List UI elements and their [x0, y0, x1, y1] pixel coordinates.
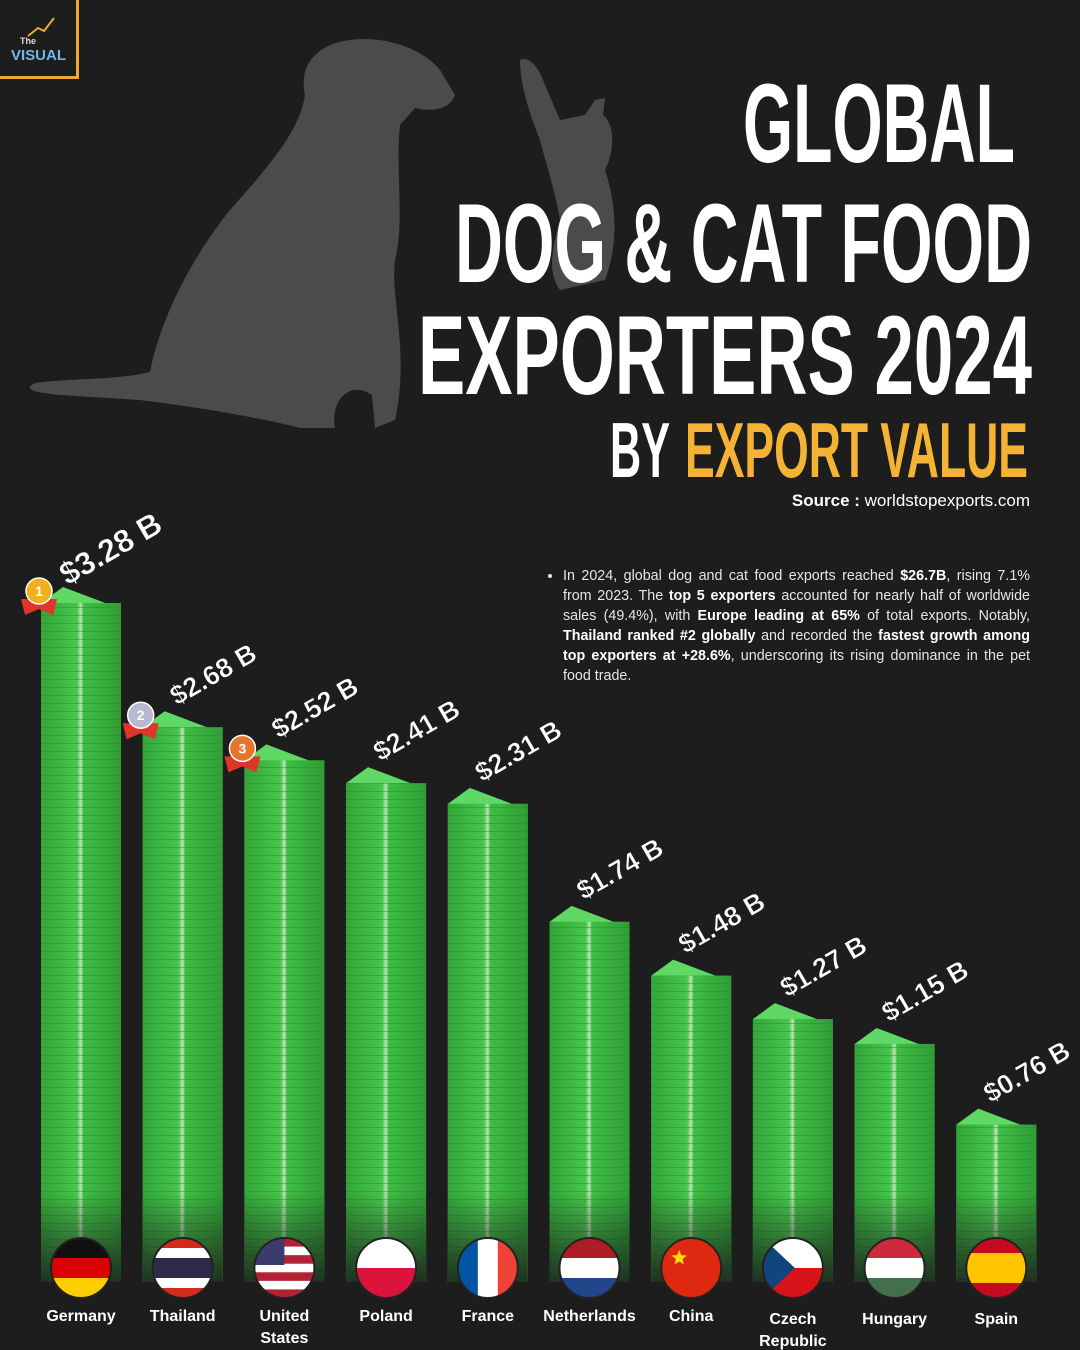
note: In 2024, global dog and cat food exports…: [545, 566, 1030, 686]
x-tick-label: United States: [259, 1308, 310, 1347]
flag-stripe: [152, 1238, 213, 1249]
x-tick-label: France: [461, 1308, 515, 1325]
flag-stripe: [864, 1258, 925, 1279]
subtitle-highlight: EXPORT VALUE: [685, 406, 1028, 494]
flag-stripe: [51, 1258, 111, 1279]
flag: [661, 1238, 722, 1298]
x-tick-label: China: [668, 1308, 714, 1325]
flag-ring: [558, 1237, 621, 1299]
note-segment: , rising 7.1% from 2023. The: [563, 568, 1031, 604]
logo-frame: [0, 0, 79, 79]
logo-arrow: [27, 17, 55, 37]
note-segment: of total exports. Notably,: [859, 608, 1031, 624]
flag: [51, 1238, 111, 1298]
flag: [152, 1238, 213, 1298]
dog-silhouette: [29, 39, 455, 428]
cat-silhouette: [520, 59, 615, 290]
value-label: $2.31 B: [470, 714, 567, 787]
medal-ribbon: [21, 599, 57, 616]
flag-stripe: [966, 1253, 1027, 1269]
flag-ring: [355, 1237, 418, 1299]
flag-ring: [761, 1237, 824, 1299]
bar-texture: [41, 603, 121, 1282]
note-segment: top 5 exporters: [668, 588, 776, 604]
flag-ring: [151, 1237, 214, 1299]
flag-ring: [660, 1237, 723, 1299]
logo-big: VISUAL: [11, 47, 66, 64]
note-segment: Thailand ranked #2 globally: [563, 628, 756, 644]
flag-stripe: [254, 1272, 315, 1282]
flag-stripe: [559, 1238, 620, 1259]
flag-star: [671, 1250, 687, 1265]
medal: [228, 734, 257, 763]
flag-triangle: [762, 1238, 795, 1298]
medal-ribbon: [122, 723, 159, 740]
flag-stripe: [152, 1288, 213, 1298]
source-text: worldstopexports.com: [864, 491, 1030, 510]
flag-stripe: [457, 1238, 479, 1298]
title-line: DOG & CAT FOOD: [455, 181, 1032, 306]
note-segment: $26.7B: [900, 568, 947, 584]
value-label: $2.41 B: [368, 694, 465, 767]
title-line: EXPORTERS 2024: [418, 293, 1032, 418]
flag-stripe: [254, 1280, 315, 1290]
flag-stripe: [356, 1268, 417, 1298]
note-segment: and recorded the: [755, 628, 879, 644]
x-tick-label: Hungary: [862, 1311, 928, 1328]
flag-stripe: [864, 1238, 925, 1259]
flag: [864, 1238, 925, 1298]
flag-stripe: [661, 1238, 722, 1298]
x-tick-label: Thailand: [149, 1308, 216, 1325]
flag-stripe: [254, 1263, 315, 1273]
logo-small: The: [20, 36, 36, 46]
flag-ring: [50, 1237, 112, 1299]
source-label: Source :: [791, 491, 860, 510]
flag-ring: [965, 1237, 1028, 1299]
medal-rank: 1: [35, 583, 43, 599]
flag-stripe: [51, 1238, 111, 1259]
title-line: GLOBAL: [743, 61, 1015, 186]
note-segment: fastest growth among top exporters at +2…: [563, 628, 1030, 664]
flag-ring: [456, 1237, 519, 1299]
value-label: $2.68 B: [165, 638, 262, 711]
value-label: $2.52 B: [266, 671, 363, 744]
flag-stripe: [477, 1238, 499, 1298]
x-tick-label: Spain: [974, 1311, 1019, 1328]
flag-ring: [253, 1237, 316, 1299]
flag-stripe: [966, 1268, 1027, 1284]
flag-stripe: [152, 1278, 213, 1289]
x-tick-label: Czech Republic: [759, 1311, 827, 1350]
flag-stripe: [152, 1268, 213, 1279]
source: Source : worldstopexports.com: [792, 491, 1030, 511]
note-segment: In 2024, global dog and cat food exports…: [563, 568, 901, 584]
subtitle-prefix: BY: [610, 406, 670, 494]
value-label: $1.27 B: [775, 930, 872, 1003]
value-label: $1.15 B: [877, 955, 974, 1028]
note-segment: , underscoring its rising dominance in t…: [563, 648, 1030, 684]
flag-stripe: [559, 1258, 620, 1279]
medal-rank: 2: [137, 707, 145, 723]
medal-rank: 3: [239, 740, 247, 756]
flag-ring: [863, 1237, 926, 1299]
medal-ribbon: [224, 756, 261, 773]
flag-stripe: [152, 1258, 213, 1269]
value-label: $0.76 B: [978, 1035, 1075, 1108]
bar-texture: [142, 727, 223, 1282]
x-tick-label: Poland: [359, 1308, 413, 1325]
medal: [25, 577, 53, 605]
note-segment: accounted for nearly half of worldwide s…: [563, 588, 1030, 624]
x-tick-label: Netherlands: [543, 1308, 636, 1325]
value-label: $1.74 B: [572, 832, 669, 905]
x-tick-label: Germany: [46, 1308, 116, 1325]
note-item: In 2024, global dog and cat food exports…: [563, 566, 1030, 686]
value-label: $1.48 B: [673, 886, 770, 959]
medal: [126, 701, 155, 729]
flag-stripe: [152, 1248, 213, 1259]
flag-stripe: [254, 1289, 315, 1298]
note-segment: Europe leading at 65%: [697, 608, 860, 624]
value-label: $3.28 B: [53, 505, 168, 592]
